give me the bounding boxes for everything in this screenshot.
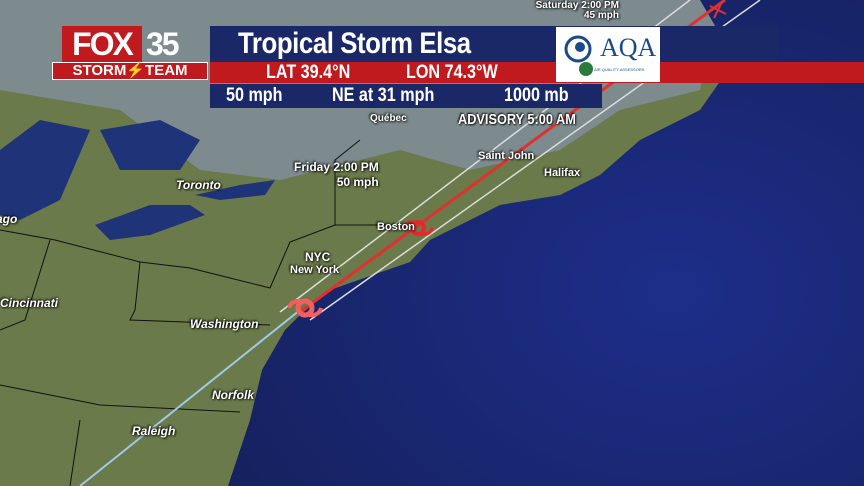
- city-label: Saint John: [478, 150, 535, 162]
- longitude: LON 74.3°W: [406, 62, 498, 83]
- city-label: New York: [290, 264, 340, 276]
- city-label: NYC: [305, 250, 331, 264]
- forecast-time: Saturday 2:00 PM: [535, 0, 620, 11]
- city-label: Boston: [377, 221, 415, 233]
- forecast-label-friday: Friday 2:00 PM 50 mph: [294, 160, 379, 190]
- great-lakes: [0, 120, 90, 220]
- storm-icon-forecast: [402, 220, 434, 236]
- city-label: Chicago: [0, 212, 18, 226]
- pressure: 1000 mb: [504, 85, 569, 106]
- forecast-time: Friday 2:00 PM: [294, 160, 379, 174]
- sponsor-name: AQA: [600, 33, 657, 62]
- lake: [100, 120, 200, 170]
- sponsor-tagline: AIR QUALITY ASSESSORS: [594, 67, 645, 72]
- max-wind: 50 mph: [226, 85, 283, 106]
- title-bar: Tropical Storm Elsa: [210, 26, 778, 62]
- storm-icon-current: [287, 298, 323, 318]
- advisory-time: ADVISORY 5:00 AM: [458, 111, 576, 128]
- magnifier-face-icon: [564, 35, 593, 76]
- forecast-wind: 50 mph: [336, 175, 379, 189]
- sponsor-logo: AQA AIR QUALITY ASSESSORS: [556, 27, 660, 82]
- latitude: LAT 39.4°N: [266, 62, 351, 83]
- past-track: [79, 309, 301, 486]
- channel-number: 35: [146, 26, 180, 62]
- city-label: Washington: [190, 317, 259, 331]
- city-label: Québec: [370, 113, 407, 124]
- storm-motion: NE at 31 mph: [332, 85, 435, 106]
- forecast-wind: 45 mph: [584, 10, 620, 21]
- fox-wordmark: FOX: [62, 26, 142, 62]
- city-label: Toronto: [176, 178, 221, 192]
- lake: [95, 205, 205, 240]
- stats-bar: 50 mph NE at 31 mph 1000 mb: [210, 84, 602, 108]
- fox35-logo: FOX 35: [62, 26, 208, 62]
- storm-icon-forecast-2: [709, 1, 727, 19]
- city-label: Norfolk: [212, 388, 254, 402]
- city-label: Halifax: [544, 167, 581, 179]
- lake: [195, 180, 275, 200]
- position-bar: LAT 39.4°N LON 74.3°W: [210, 62, 864, 83]
- ocean: [228, 0, 864, 486]
- storm-title: Tropical Storm Elsa: [238, 27, 471, 60]
- city-label: Cincinnati: [0, 296, 59, 310]
- city-label: Raleigh: [132, 424, 176, 438]
- state-borders: [0, 139, 400, 486]
- forecast-label-saturday: Saturday 2:00 PM 45 mph: [518, 1, 619, 21]
- storm-team-logo: STORM⚡TEAM: [52, 62, 208, 80]
